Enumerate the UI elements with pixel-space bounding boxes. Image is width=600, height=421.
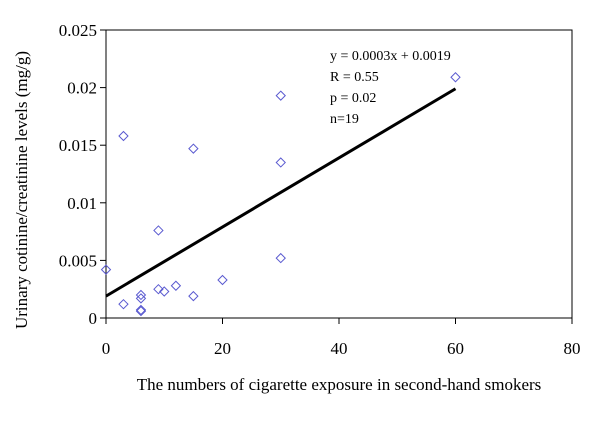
data-point xyxy=(188,143,199,154)
data-point xyxy=(153,225,164,236)
data-point xyxy=(135,293,147,304)
data-point xyxy=(275,90,286,101)
regression-line xyxy=(105,87,457,298)
data-point xyxy=(275,252,286,264)
data-point xyxy=(153,283,164,295)
x-tick-label: 60 xyxy=(447,339,464,358)
data-point xyxy=(118,130,129,142)
annotation-r: R = 0.55 xyxy=(330,70,379,85)
annotation-equation: y = 0.0003x + 0.0019 xyxy=(330,49,451,64)
data-point xyxy=(450,72,461,83)
data-point xyxy=(188,290,199,302)
x-axis-ticks: 0 20 40 60 80 xyxy=(102,318,581,358)
x-tick-label: 0 xyxy=(102,339,111,358)
y-tick-label: 0 xyxy=(89,309,98,328)
y-tick-label: 0.015 xyxy=(59,136,97,155)
data-point xyxy=(135,304,147,316)
x-tick-label: 40 xyxy=(331,339,348,358)
data-point xyxy=(100,264,112,275)
y-tick-label: 0.005 xyxy=(59,251,97,270)
data-point xyxy=(170,280,182,291)
annotation-p: p = 0.02 xyxy=(330,91,376,106)
data-point xyxy=(135,305,147,317)
data-point xyxy=(217,274,228,286)
x-axis-label: The numbers of cigarette exposure in sec… xyxy=(137,375,542,394)
data-point xyxy=(135,289,147,301)
y-axis-ticks: 0 0.005 0.01 0.015 0.02 0.025 xyxy=(59,21,106,328)
data-point xyxy=(275,157,286,168)
x-tick-label: 20 xyxy=(214,339,231,358)
y-tick-label: 0.02 xyxy=(67,79,97,98)
y-tick-label: 0.025 xyxy=(59,21,97,40)
data-points xyxy=(100,72,461,317)
y-axis-label: Urinary cotinine/creatinine levels (mg/g… xyxy=(12,51,31,329)
x-tick-label: 80 xyxy=(564,339,581,358)
y-tick-label: 0.01 xyxy=(67,194,97,213)
annotation-n: n=19 xyxy=(330,112,359,127)
data-point xyxy=(159,286,170,297)
data-point xyxy=(118,298,129,310)
